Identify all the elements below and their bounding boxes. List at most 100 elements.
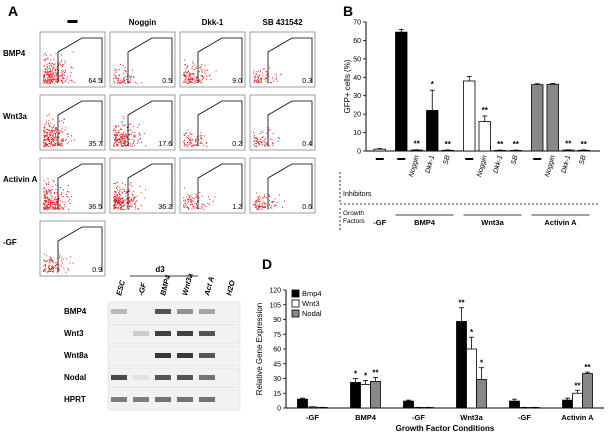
- event-dot: [120, 140, 122, 142]
- event-dot: [271, 205, 272, 207]
- event-dot: [117, 202, 119, 204]
- event-dot: [58, 257, 60, 259]
- event-dot: [186, 132, 187, 134]
- event-dot: [49, 125, 51, 127]
- event-dot: [121, 143, 123, 145]
- event-dot: [133, 196, 135, 198]
- event-dot: [257, 141, 259, 143]
- event-dot: [47, 71, 49, 73]
- event-dot: [184, 79, 186, 81]
- event-dot: [125, 136, 127, 138]
- event-dot: [45, 69, 47, 71]
- event-dot: [117, 139, 119, 141]
- event-dot: [194, 202, 196, 204]
- legend-swatch: [291, 289, 300, 298]
- event-dot: [192, 78, 194, 80]
- event-dot: [46, 74, 48, 76]
- event-dot: [124, 144, 125, 146]
- bar: [509, 150, 522, 152]
- event-dot: [126, 135, 128, 137]
- event-dot: [215, 70, 217, 72]
- event-dot: [120, 63, 121, 65]
- legend-label: Nodal: [302, 309, 322, 318]
- event-dot: [44, 264, 46, 266]
- event-dot: [46, 65, 48, 67]
- y-tick-label: 30: [353, 93, 361, 100]
- event-dot: [51, 81, 53, 83]
- event-dot: [272, 77, 274, 79]
- event-dot: [47, 115, 49, 116]
- event-dot: [44, 79, 46, 81]
- event-dot: [43, 140, 45, 142]
- event-dot: [123, 205, 125, 207]
- event-dot: [122, 65, 124, 66]
- event-dot: [119, 138, 121, 140]
- event-dot: [209, 204, 211, 206]
- event-dot: [284, 200, 286, 202]
- event-dot: [49, 191, 51, 193]
- event-dot: [187, 79, 189, 81]
- event-dot: [61, 78, 63, 80]
- event-dot: [122, 81, 123, 83]
- event-dot: [201, 206, 203, 208]
- event-dot: [113, 204, 115, 206]
- event-dot: [122, 145, 124, 147]
- event-dot: [265, 197, 267, 199]
- event-dot: [264, 143, 266, 145]
- event-dot: [131, 185, 133, 187]
- event-dot: [271, 207, 273, 209]
- event-dot: [44, 195, 46, 196]
- event-dot: [56, 198, 58, 200]
- event-dot: [113, 129, 115, 131]
- event-dot: [256, 205, 258, 207]
- event-dot: [60, 142, 62, 144]
- event-dot: [134, 136, 136, 137]
- event-dot: [124, 199, 126, 201]
- event-dot: [61, 131, 63, 133]
- event-dot: [120, 198, 122, 200]
- event-dot: [45, 144, 47, 146]
- event-dot: [58, 62, 60, 64]
- event-dot: [128, 126, 129, 128]
- event-dot: [47, 266, 49, 268]
- event-dot: [124, 76, 126, 78]
- event-dot: [187, 206, 189, 208]
- event-dot: [44, 135, 45, 137]
- event-dot: [63, 78, 65, 79]
- gate-percent: 9.0: [232, 78, 242, 85]
- event-dot: [260, 82, 262, 83]
- event-dot: [185, 76, 187, 78]
- event-dot: [116, 199, 118, 201]
- panel-letter-b: B: [343, 3, 353, 19]
- event-dot: [43, 139, 45, 141]
- bar: [307, 406, 318, 409]
- event-dot: [53, 64, 55, 66]
- event-dot: [46, 63, 48, 65]
- event-dot: [114, 183, 116, 185]
- event-dot: [116, 200, 118, 202]
- event-dot: [58, 64, 60, 66]
- event-dot: [68, 200, 69, 202]
- event-dot: [48, 65, 50, 67]
- bar: [562, 149, 575, 152]
- event-dot: [53, 207, 55, 208]
- event-dot: [129, 201, 131, 203]
- event-dot: [44, 65, 46, 67]
- event-dot: [44, 260, 46, 262]
- event-dot: [187, 75, 189, 77]
- gate-outline: [127, 37, 173, 83]
- event-dot: [63, 267, 65, 269]
- event-dot: [55, 135, 56, 137]
- event-dot: [65, 70, 66, 72]
- significance-mark: **: [414, 140, 421, 149]
- bar: [478, 121, 491, 152]
- event-dot: [44, 260, 46, 261]
- gel-band: [155, 331, 171, 336]
- event-dot: [193, 206, 195, 208]
- event-dot: [55, 262, 57, 263]
- bar: [403, 400, 414, 409]
- event-dot: [46, 271, 48, 273]
- event-dot: [126, 126, 128, 128]
- gate-percent: 64.5: [88, 78, 102, 85]
